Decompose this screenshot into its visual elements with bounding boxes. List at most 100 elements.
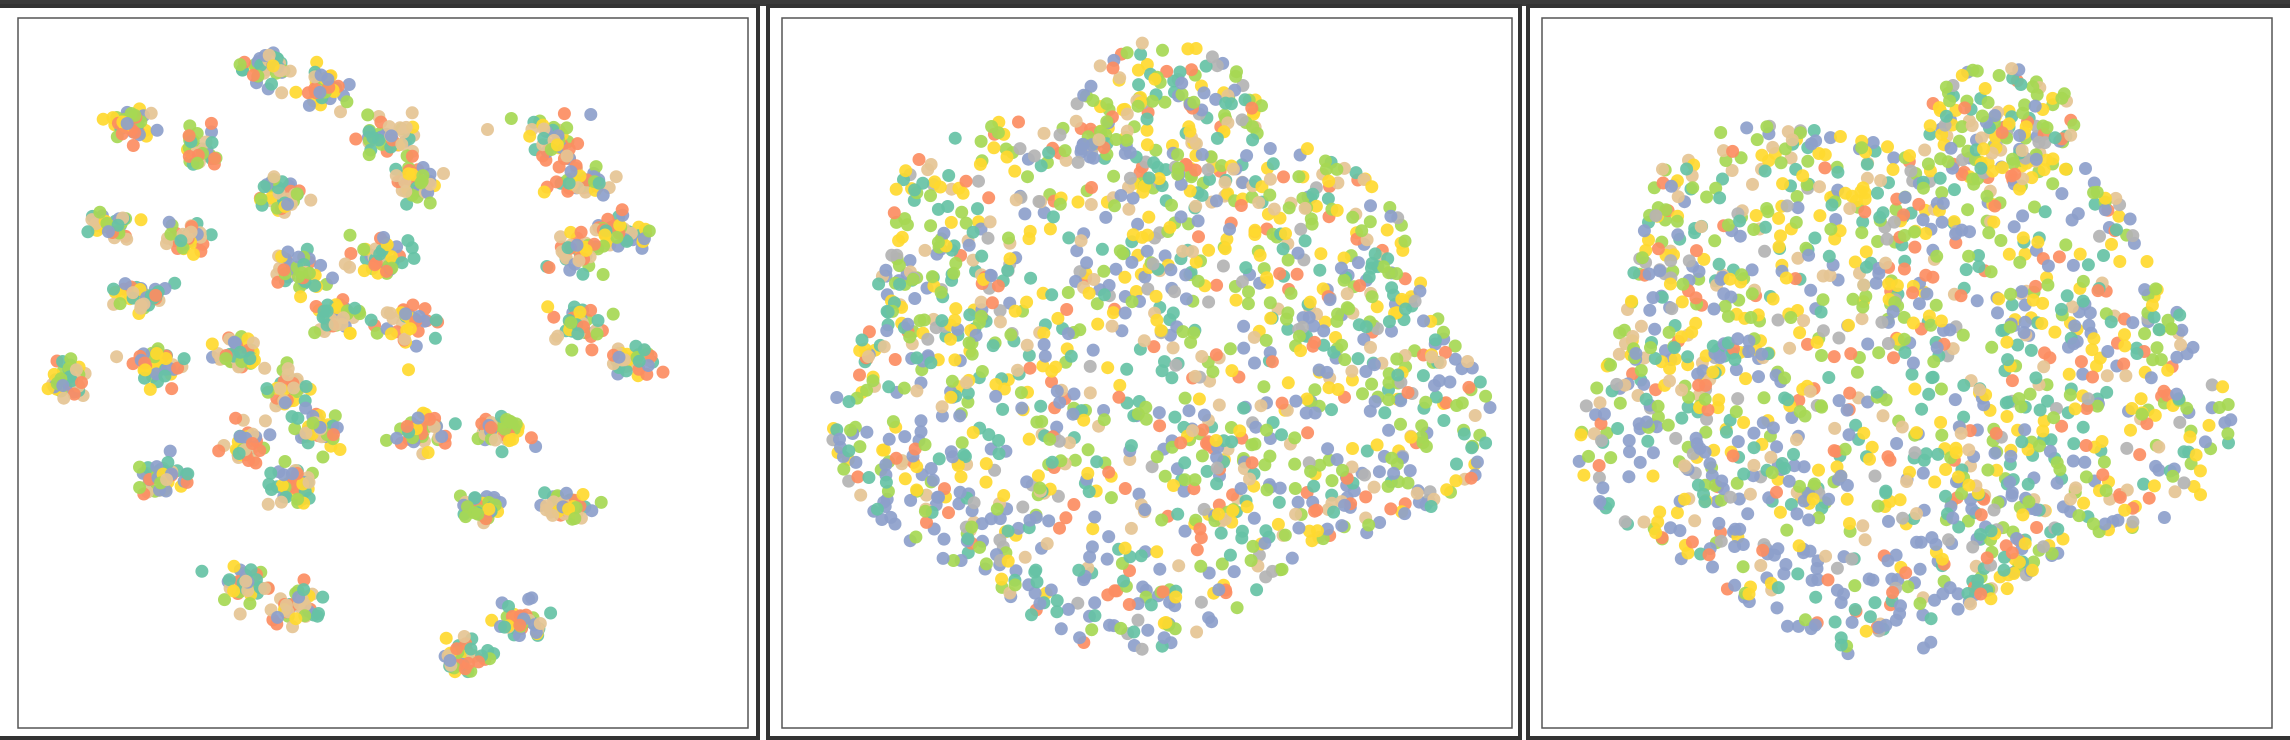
scatter-point — [1910, 426, 1923, 440]
scatter-point — [931, 235, 945, 249]
scatter-point — [275, 86, 289, 100]
scatter-point — [966, 225, 980, 239]
scatter-point — [1066, 407, 1080, 421]
scatter-point — [1178, 524, 1192, 538]
scatter-point — [1758, 164, 1772, 178]
scatter-point — [1673, 524, 1687, 538]
scatter-point — [1793, 479, 1806, 493]
scatter-point — [533, 617, 547, 630]
scatter-point — [2105, 237, 2118, 251]
scatter-point — [2006, 152, 2019, 166]
scatter-point — [1159, 616, 1173, 629]
scatter-point — [1961, 203, 1975, 217]
scatter-point — [987, 141, 1001, 155]
scatter-point — [343, 326, 357, 340]
scatter-point — [1166, 306, 1180, 320]
scatter-point — [908, 292, 922, 305]
scatter-point — [2054, 302, 2068, 316]
scatter-point — [1205, 615, 1219, 629]
scatter-point — [1757, 391, 1771, 405]
scatter-point — [1118, 541, 1132, 555]
scatter-point — [1289, 394, 1303, 408]
scatter-point — [1382, 393, 1396, 407]
scatter-point — [1903, 149, 1916, 163]
scatter-point — [1716, 172, 1729, 186]
scatter-point — [1939, 489, 1952, 503]
scatter-point — [1195, 148, 1209, 161]
scatter-point — [955, 436, 969, 450]
scatter-point — [1995, 161, 2009, 175]
scatter-point — [313, 85, 327, 99]
scatter-point — [1058, 144, 1072, 158]
scatter-point — [1745, 263, 1759, 277]
scatter-point — [1020, 338, 1034, 352]
scatter-point — [266, 59, 280, 73]
scatter-point — [1169, 358, 1183, 372]
scatter-point — [1223, 548, 1237, 562]
scatter-point — [886, 415, 900, 429]
scatter-point — [1934, 314, 1948, 328]
scatter-point — [310, 55, 324, 69]
scatter-point — [1604, 451, 1618, 465]
scatter-point — [204, 228, 218, 242]
scatter-point — [2161, 313, 2175, 327]
scatter-point — [1988, 446, 2002, 460]
scatter-point — [390, 431, 404, 445]
scatter-point — [559, 486, 573, 500]
scatter-point — [2033, 403, 2047, 417]
scatter-point — [1633, 455, 1647, 469]
scatter-point — [1671, 228, 1685, 242]
scatter-point — [1131, 99, 1145, 113]
scatter-point — [1818, 148, 1832, 162]
scatter-point — [212, 444, 226, 458]
scatter-point — [1675, 383, 1689, 397]
scatter-point — [405, 106, 419, 120]
scatter-point — [1618, 515, 1632, 529]
scatter-point — [1845, 552, 1859, 566]
scatter-point — [1118, 482, 1132, 495]
scatter-point — [971, 202, 984, 216]
scatter-point — [2095, 435, 2109, 448]
scatter-point — [1913, 562, 1927, 576]
scatter-point — [414, 176, 428, 190]
scatter-point — [1210, 131, 1224, 145]
scatter-point — [481, 123, 494, 136]
scatter-point — [1790, 433, 1803, 447]
scatter-point — [1202, 295, 1216, 309]
scatter-point — [1236, 176, 1250, 190]
scatter-point — [1610, 377, 1624, 391]
scatter-point — [2083, 306, 2097, 320]
scatter-point — [1694, 220, 1708, 234]
scatter-point — [1765, 466, 1779, 480]
scatter-point — [1050, 384, 1064, 398]
scatter-point — [1473, 375, 1487, 389]
scatter-point — [2112, 209, 2126, 223]
scatter-point — [1200, 464, 1214, 478]
scatter-point — [1744, 311, 1758, 324]
scatter-point — [2026, 293, 2040, 307]
scatter-point — [974, 295, 988, 309]
scatter-point — [542, 261, 556, 274]
scatter-point — [967, 496, 981, 510]
scatter-point — [373, 247, 387, 261]
scatter-point — [2175, 323, 2189, 337]
scatter-point — [1313, 263, 1327, 277]
scatter-point — [1365, 180, 1379, 194]
scatter-point — [2194, 488, 2207, 502]
scatter-point — [233, 345, 247, 359]
scatter-point — [1308, 383, 1322, 397]
scatter-point — [983, 215, 997, 229]
scatter-point — [1281, 376, 1295, 390]
scatter-point — [996, 402, 1010, 416]
scatter-point — [1669, 431, 1683, 445]
scatter-point — [1577, 468, 1591, 482]
scatter-point — [302, 475, 316, 489]
scatter-point — [1061, 602, 1075, 616]
scatter-point — [1731, 332, 1745, 346]
scatter-point — [1302, 310, 1316, 324]
scatter-point — [1479, 389, 1493, 403]
scatter-point — [1398, 234, 1412, 248]
scatter-point — [2111, 513, 2125, 527]
scatter-point — [1104, 491, 1118, 505]
scatter-point — [1721, 218, 1735, 232]
